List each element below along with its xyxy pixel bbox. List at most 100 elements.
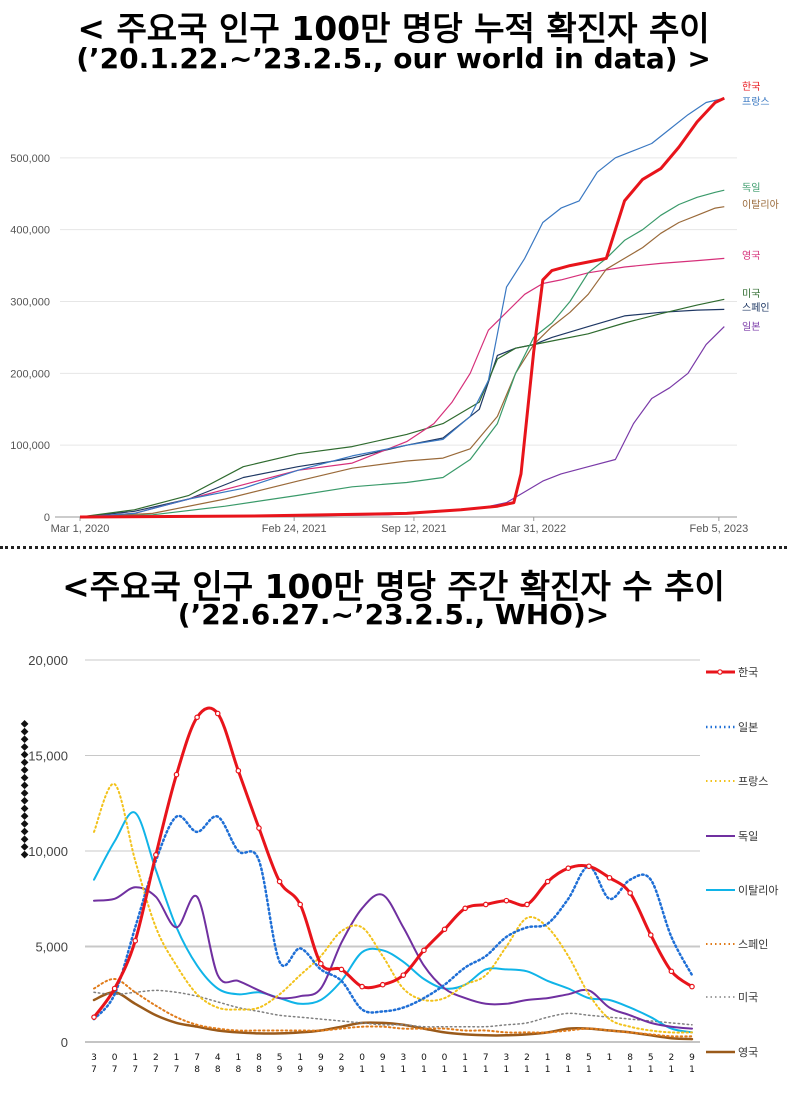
c2-category-label: 1 (442, 1065, 448, 1075)
chart1-subtitle: (’20.1.22.~’23.2.5., our world in data) … (76, 42, 711, 75)
c2-legend-label: 이탈리아 (738, 884, 778, 897)
c2-category-label: 7 (132, 1065, 138, 1075)
c2-ytick-label: 20,000 (28, 653, 68, 668)
c2-point (586, 863, 592, 870)
c2-point (338, 966, 345, 973)
c1-line-series-0 (79, 96, 725, 519)
c2-category-label: 7 (91, 1065, 97, 1075)
c2-point (503, 897, 510, 904)
c2-category-label: 1 (421, 1065, 427, 1075)
c2-category-label: 8 (256, 1053, 262, 1063)
c2-category-label: 1 (504, 1065, 510, 1075)
c1-xtick-label: Feb 24, 2021 (262, 523, 327, 535)
c1-line-series-2 (79, 189, 725, 518)
c2-category-label: 3 (91, 1053, 97, 1063)
c2-legend-label: 스페인 (738, 938, 768, 951)
c2-category-label: 8 (194, 1065, 200, 1075)
c2-point (173, 771, 180, 778)
c2-category-label: 3 (504, 1053, 510, 1063)
c1-line-series-6 (79, 308, 725, 518)
c2-category-label: 1 (359, 1065, 365, 1075)
c2-category-label: 1 (565, 1065, 571, 1075)
c2-category-label: 9 (318, 1065, 324, 1075)
c2-category-label: 7 (174, 1065, 180, 1075)
c2-category-label: 1 (235, 1053, 241, 1063)
c1-series-label: 독일 (742, 182, 760, 194)
c2-point (276, 878, 283, 885)
c1-series-label: 프랑스 (742, 96, 770, 108)
c2-category-label: 9 (689, 1053, 695, 1063)
cumulative-cases-chart: 0 100,000 200,000 300,000 400,000 500,000 Mar … (10, 81, 779, 535)
c1-ytick-label: 500,000 (10, 153, 50, 165)
c2-category-label: 9 (277, 1065, 283, 1075)
c2-ylabel: ◆◆◆◆◆◆◆◆◆◆◆◆◆◆◆◆◆◆ (19, 720, 30, 859)
c2-line-series-3 (93, 886, 693, 1030)
c2-point (606, 874, 613, 881)
c2-category-label: 1 (174, 1053, 180, 1063)
c2-category-label: 1 (545, 1053, 551, 1063)
c2-category-label: 2 (669, 1053, 675, 1063)
c2-category-label: 1 (524, 1065, 530, 1075)
c2-category-label: 1 (586, 1065, 592, 1075)
c1-xtick-label: Mar 31, 2022 (501, 523, 566, 535)
c2-category-label: 1 (607, 1053, 613, 1063)
c2-category-label: 1 (483, 1065, 489, 1075)
c2-point (482, 901, 489, 908)
c2-point (318, 960, 324, 967)
c1-ytick-label: 100,000 (10, 440, 50, 452)
c1-ytick-label: 400,000 (10, 225, 50, 237)
c1-ytick-label: 200,000 (10, 368, 50, 380)
c2-category-label: 8 (235, 1065, 241, 1075)
c2-category-label: 1 (462, 1065, 468, 1075)
c2-point (132, 937, 139, 944)
c1-xtick-label: Feb 5, 2023 (689, 523, 748, 535)
c2-legend-label: 프랑스 (738, 775, 768, 788)
c2-category-label: 0 (442, 1053, 448, 1063)
c2-legend-label: 영국 (738, 1046, 758, 1059)
c2-point (462, 905, 468, 912)
c1-line-series-4 (79, 257, 725, 518)
c2-point (647, 932, 654, 938)
c2-point (400, 972, 407, 978)
c2-legend-marker (717, 669, 723, 675)
c2-category-label: 0 (112, 1053, 118, 1063)
c2-category-label: 0 (421, 1053, 427, 1063)
c2-category-label: 8 (256, 1065, 262, 1075)
c2-category-label: 2 (339, 1053, 345, 1063)
c1-series-label: 미국 (742, 288, 760, 300)
c2-legend-label: 한국 (738, 666, 758, 679)
c2-category-label: 2 (524, 1053, 530, 1063)
c2-point (668, 968, 675, 975)
c2-category-label: 9 (297, 1065, 303, 1075)
c2-category-label: 7 (153, 1065, 159, 1075)
c2-category-label: 1 (400, 1065, 406, 1075)
c1-ytick-label: 0 (44, 512, 50, 524)
weekly-cases-chart: 0 5,000 10,000 15,000 20,000 ◆◆◆◆◆◆◆◆◆◆◆◆◆◆◆◆… (19, 653, 778, 1075)
c2-point (111, 985, 118, 992)
c1-series-label: 일본 (742, 321, 760, 333)
c2-point (359, 983, 365, 990)
c2-category-label: 1 (648, 1065, 654, 1075)
c2-point (544, 878, 551, 885)
c1-series-label: 스페인 (742, 302, 770, 314)
c2-legend-label: 미국 (738, 991, 758, 1004)
c2-category-label: 1 (627, 1065, 633, 1075)
c1-series-label: 한국 (742, 81, 760, 93)
c2-point (256, 825, 262, 831)
c2-line-series-5 (93, 977, 693, 1038)
c2-legend-label: 독일 (738, 829, 758, 843)
c2-ytick-label: 5,000 (35, 940, 68, 955)
c2-category-label: 9 (339, 1065, 345, 1075)
c2-point (153, 852, 159, 858)
c2-category-label: 8 (627, 1053, 633, 1063)
c2-category-label: 5 (586, 1053, 592, 1063)
c2-legend-label: 일본 (738, 720, 758, 734)
c2-point (297, 901, 304, 908)
c2-category-label: 1 (380, 1065, 386, 1075)
c2-category-label: 4 (215, 1053, 221, 1063)
c1-xtick-label: Mar 1, 2020 (51, 523, 110, 535)
c2-point (214, 710, 221, 717)
c2-point (91, 1014, 97, 1020)
c2-category-label: 8 (565, 1053, 571, 1063)
c2-category-label: 5 (648, 1053, 654, 1063)
